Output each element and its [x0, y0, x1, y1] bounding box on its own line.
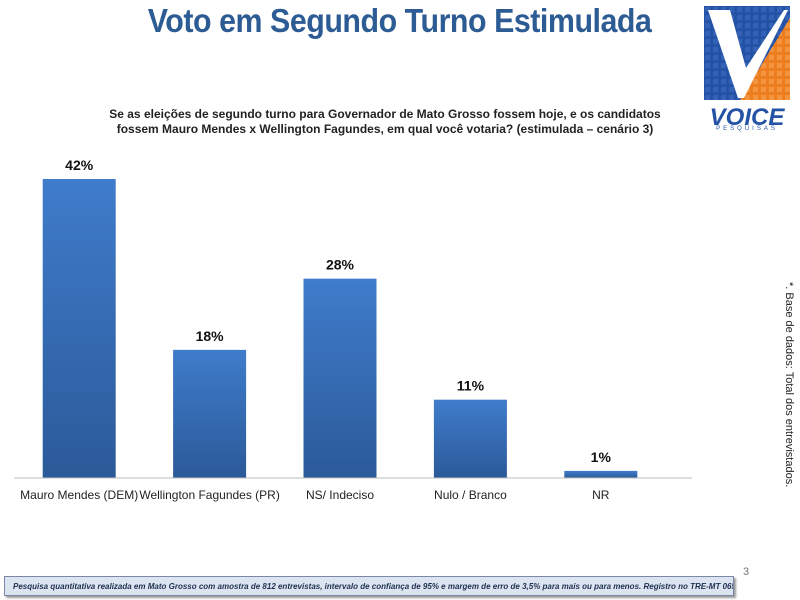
page-number: 3 [743, 566, 750, 578]
category-label: NR [592, 488, 610, 502]
chart-question-line-1: Se as eleições de segundo turno para Gov… [109, 107, 661, 121]
page-title: Voto em Segundo Turno Estimulada [147, 2, 652, 39]
category-label: NS/ Indeciso [306, 488, 374, 502]
bar-value-label: 11% [457, 378, 485, 394]
bar-3 [433, 399, 507, 478]
bar-0 [42, 179, 116, 478]
category-label: Nulo / Branco [434, 488, 507, 502]
bar-chart: 42% Mauro Mendes (DEM) 18% Wellington Fagun… [14, 157, 692, 502]
bar-value-label: 18% [196, 328, 225, 344]
voice-logo-subtitle: PESQUISAS [716, 126, 778, 132]
bar-2 [303, 278, 377, 478]
category-label: Mauro Mendes (DEM) [20, 488, 138, 502]
voice-logo: VOICE PESQUISAS [704, 6, 790, 132]
chart-question: Se as eleições de segundo turno para Gov… [100, 107, 670, 137]
bar-4 [564, 470, 638, 478]
bar-value-label: 28% [326, 257, 355, 273]
bar-value-label: 1% [591, 449, 612, 465]
voice-logo-word: VOICE [709, 104, 785, 131]
base-note: *. Base de dados: Total dos entrevistado… [783, 282, 795, 488]
methodology-footer: Pesquisa quantitativa realizada em Mato … [4, 576, 734, 596]
category-label: Wellington Fagundes (PR) [139, 488, 280, 502]
bar-1 [173, 349, 247, 478]
bar-value-label: 42% [65, 157, 94, 173]
chart-question-line-2: fossem Mauro Mendes x Wellington Fagunde… [116, 122, 654, 136]
voice-logo-icon [704, 6, 790, 100]
